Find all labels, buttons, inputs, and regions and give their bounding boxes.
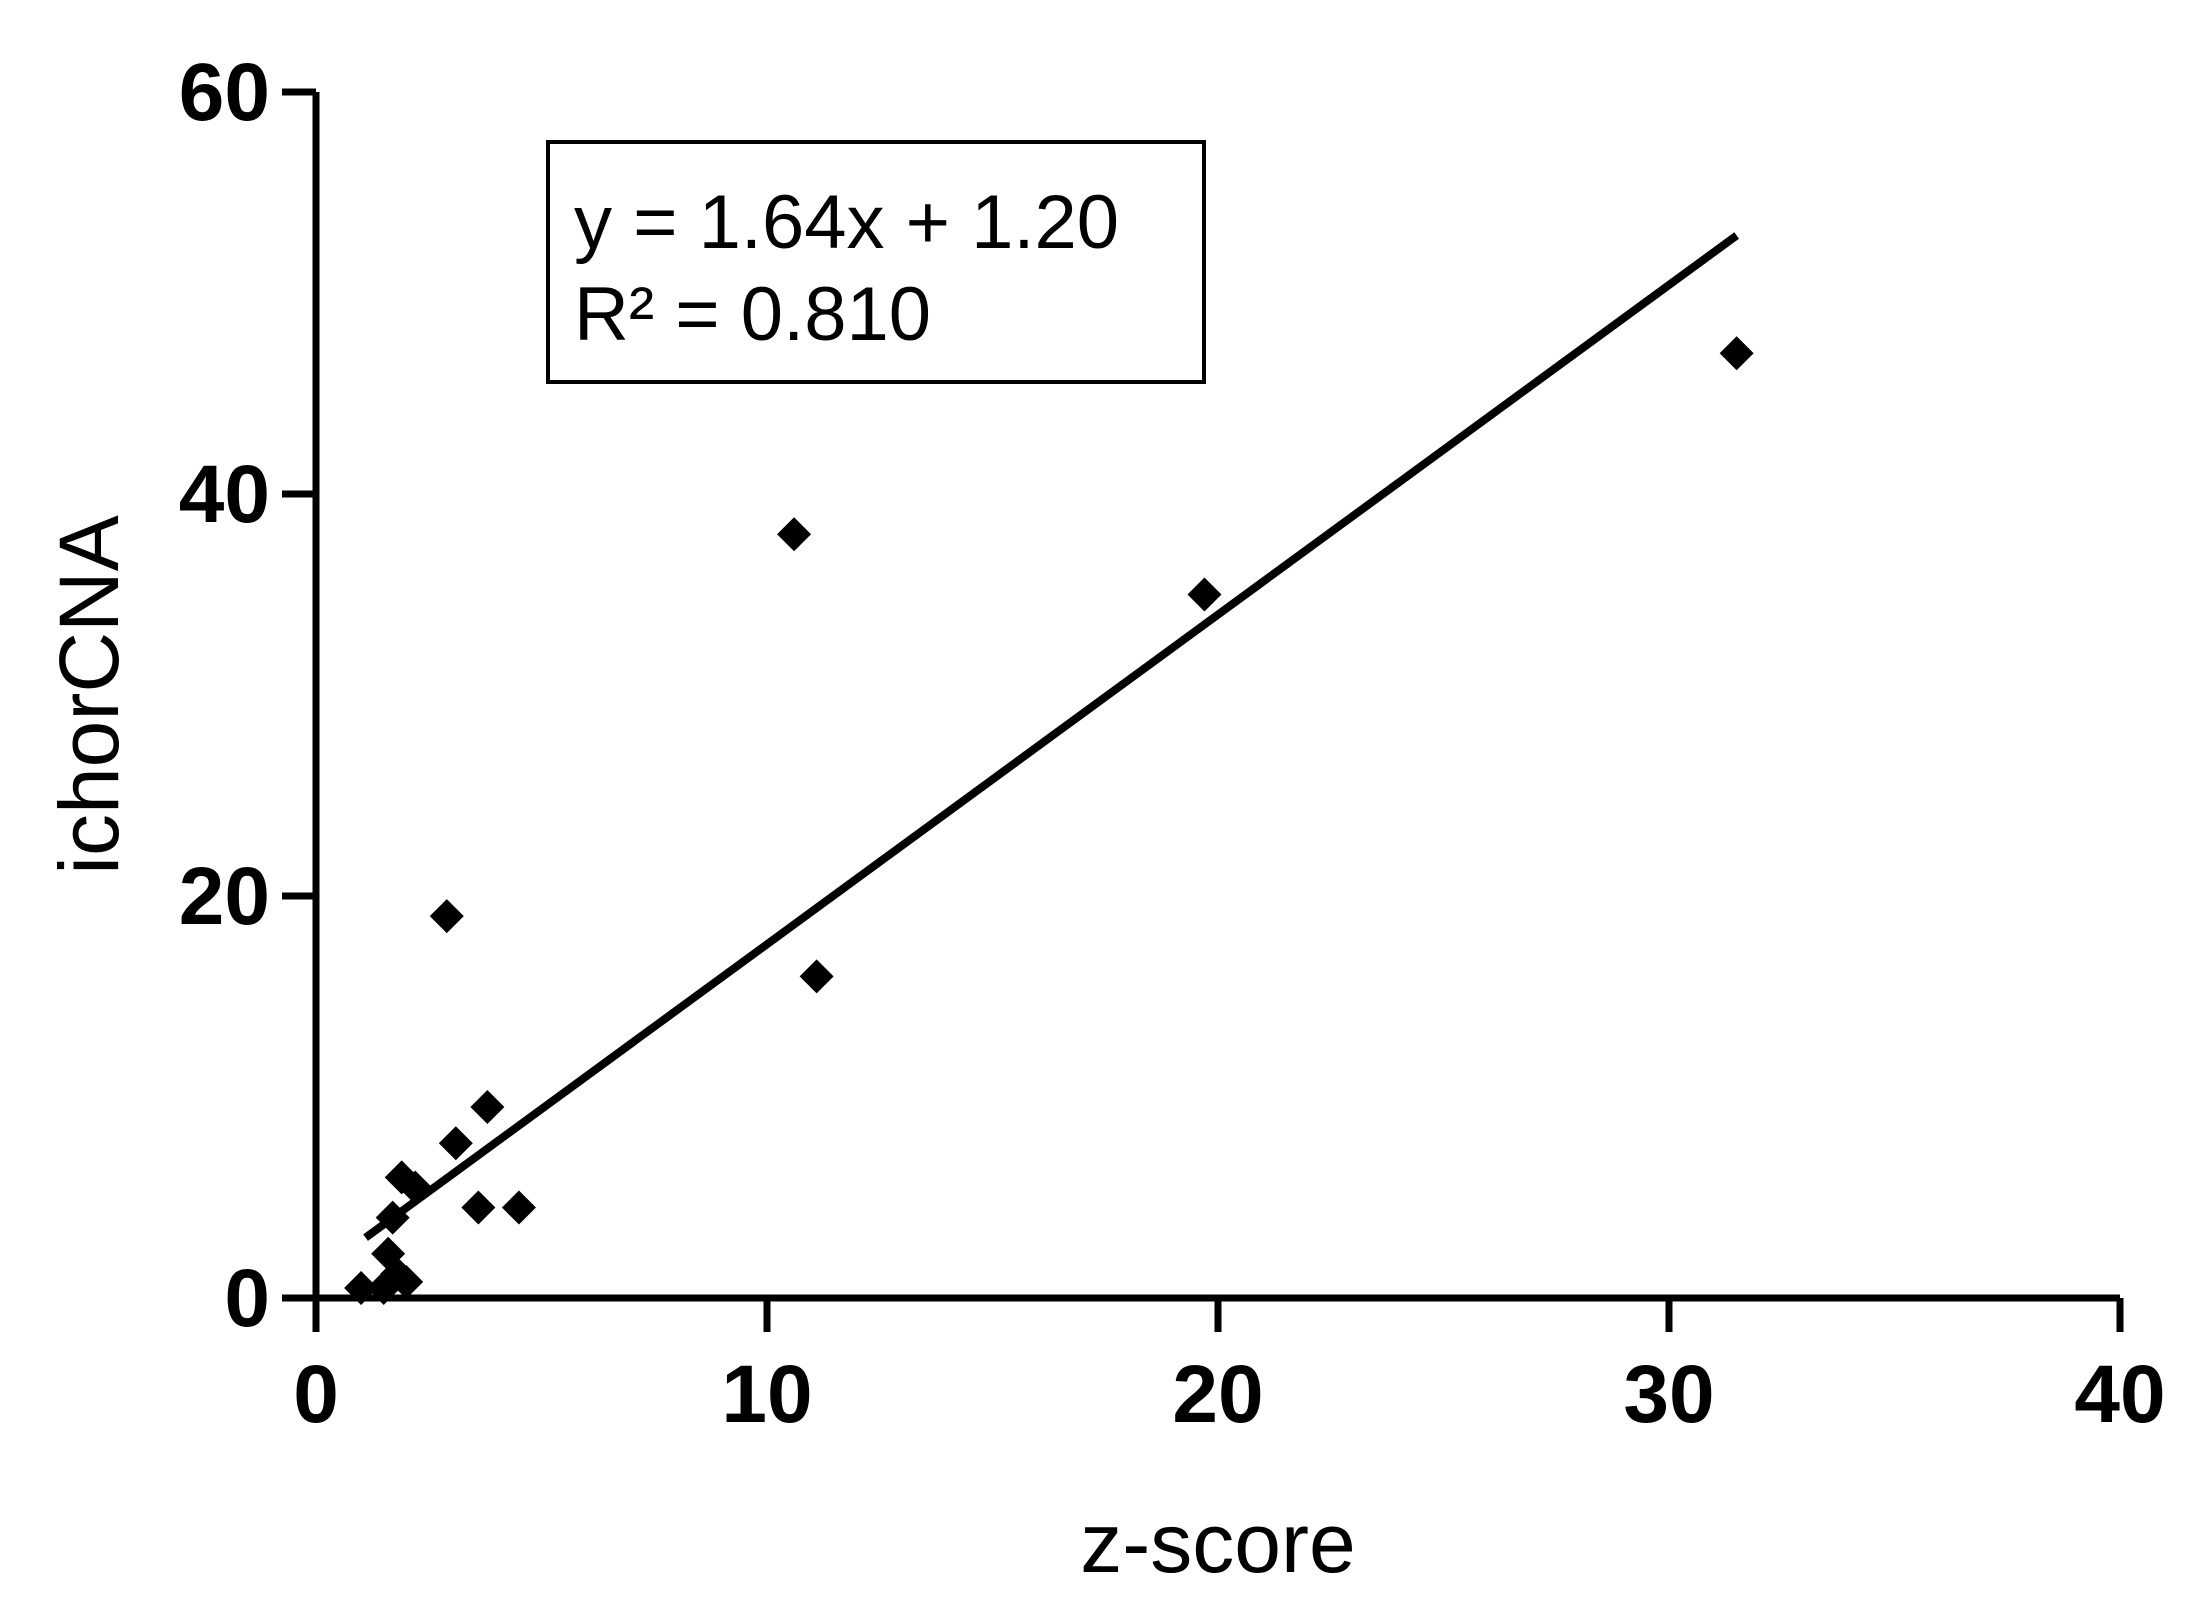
data-point [429, 899, 464, 934]
regression-equation: y = 1.64x + 1.20 [574, 180, 1119, 265]
data-point [470, 1090, 505, 1125]
y-tick-label: 60 [179, 47, 270, 138]
x-tick-label: 40 [2074, 1349, 2165, 1440]
y-tick-label: 0 [224, 1253, 270, 1344]
data-point [461, 1190, 496, 1225]
data-point [375, 1200, 410, 1235]
data-point [799, 959, 834, 994]
data-point [389, 1264, 424, 1299]
x-tick-label: 30 [1623, 1349, 1714, 1440]
data-point [438, 1126, 473, 1161]
data-point [777, 517, 812, 552]
data-point [398, 1170, 433, 1205]
data-point [1719, 336, 1754, 371]
data-point [1187, 577, 1222, 612]
annotation-border [546, 140, 1206, 384]
trendline-group [363, 232, 1740, 1241]
x-tick-label: 20 [1172, 1349, 1263, 1440]
x-tick-label: 0 [293, 1349, 339, 1440]
x-axis-title: z-score [1080, 1496, 1355, 1590]
r-squared-value: R² = 0.810 [574, 272, 931, 357]
y-axis-title: ichorCNA [42, 515, 136, 874]
y-tick-label: 40 [179, 449, 270, 540]
data-point [344, 1270, 379, 1305]
data-points [344, 336, 1754, 1305]
data-point [501, 1190, 536, 1225]
regression-line [363, 232, 1740, 1241]
axes: 0 10 20 30 40 0 20 40 60 [179, 47, 2166, 1440]
y-tick-label: 20 [179, 851, 270, 942]
x-tick-label: 10 [721, 1349, 812, 1440]
annotation-box: y = 1.64x + 1.20 R² = 0.810 [546, 140, 1206, 384]
